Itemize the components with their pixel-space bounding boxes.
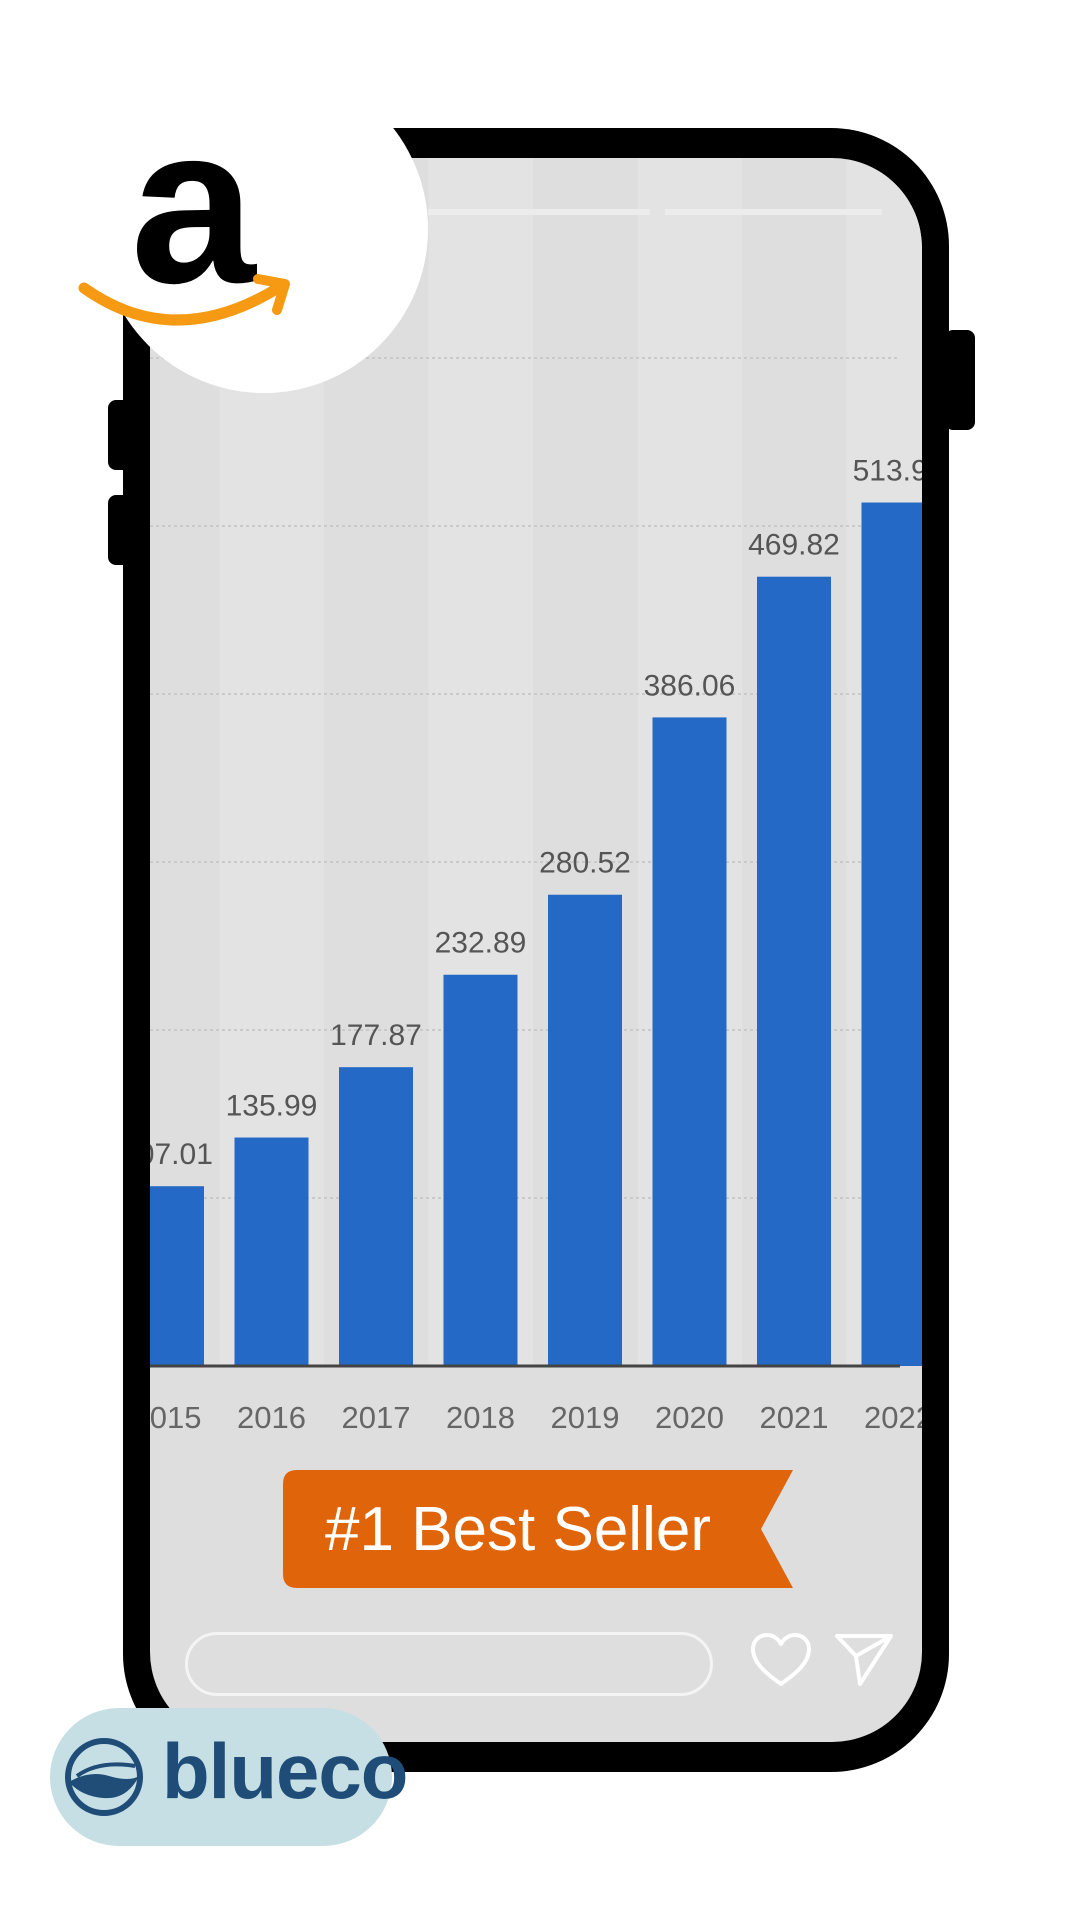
- category-label-2022: 2022: [864, 1400, 922, 1435]
- amazon-logo-badge: [100, 65, 428, 393]
- category-label-2015: 2015: [150, 1400, 201, 1435]
- badge-ribbon-shape: [283, 1470, 793, 1588]
- send-icon[interactable]: [834, 1632, 894, 1688]
- category-label-2017: 2017: [342, 1400, 411, 1435]
- phone-power-button: [945, 330, 975, 430]
- category-label-2018: 2018: [446, 1400, 515, 1435]
- category-label-2019: 2019: [551, 1400, 620, 1435]
- badge-label: #1 Best Seller: [325, 1494, 711, 1564]
- value-label-2015: 107.01: [150, 1138, 213, 1171]
- amazon-logo-letter: a: [130, 120, 257, 330]
- blueco-wordmark: blueco: [162, 1727, 408, 1815]
- value-label-2018: 232.89: [435, 927, 527, 960]
- bar-2017: [339, 1067, 413, 1366]
- amazon-logo: a: [78, 120, 290, 330]
- phone-volume-up-button: [108, 400, 136, 470]
- value-label-2017: 177.87: [330, 1019, 422, 1052]
- value-label-2019: 280.52: [539, 847, 631, 880]
- category-label-2020: 2020: [655, 1400, 724, 1435]
- value-label-2016: 135.99: [226, 1090, 318, 1123]
- bar-2018: [443, 974, 518, 1366]
- category-label-2016: 2016: [237, 1400, 306, 1435]
- bar-2022: [861, 502, 922, 1366]
- bar-2016: [234, 1137, 309, 1366]
- heart-icon[interactable]: [750, 1632, 812, 1688]
- amazon-smile-arrowhead: [253, 274, 290, 315]
- value-label-2022: 513.98: [853, 455, 922, 488]
- bar-chart: 107.01 2015 135.99 2016 177.87 2017 232.89 2018…: [150, 158, 922, 1435]
- amazon-smile-arrow: [78, 282, 284, 326]
- value-label-2020: 386.06: [644, 669, 736, 702]
- bar-2021: [757, 576, 831, 1366]
- phone-volume-down-button: [108, 495, 136, 565]
- badge-ribbon: [283, 1470, 793, 1588]
- category-label-2021: 2021: [760, 1400, 829, 1435]
- bar-2015: [150, 1186, 204, 1366]
- phone-screen: 107.01 2015 135.99 2016 177.87 2017 232.89 2018…: [150, 158, 922, 1742]
- comment-input[interactable]: [185, 1632, 713, 1696]
- blueco-leaf-icon: [65, 1738, 143, 1816]
- blueco-logo: blueco: [50, 1708, 408, 1846]
- value-label-2021: 469.82: [748, 529, 840, 562]
- bar-2020: [652, 717, 727, 1366]
- best-seller-badge: #1 Best Seller: [283, 1470, 793, 1588]
- bar-2019: [548, 894, 622, 1366]
